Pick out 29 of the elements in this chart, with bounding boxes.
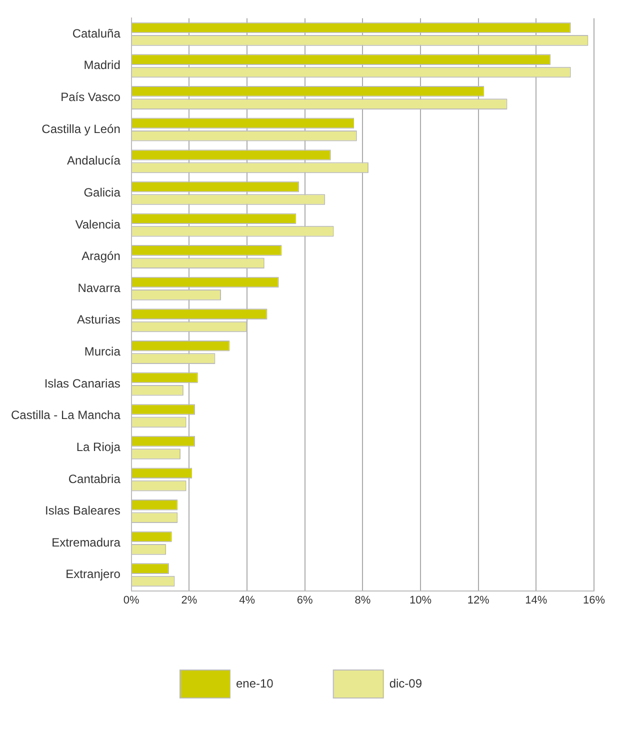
y-tick-label: Extranjero bbox=[66, 567, 121, 582]
y-tick-label: Valencia bbox=[75, 217, 121, 232]
y-tick-label: Asturias bbox=[77, 312, 120, 327]
x-tick-label: 8% bbox=[354, 594, 371, 606]
y-tick-label: Castilla y León bbox=[42, 122, 120, 136]
y-tick-label: Extremadura bbox=[52, 535, 121, 550]
x-tick-label: 14% bbox=[525, 594, 548, 606]
y-tick-label: Galicia bbox=[84, 185, 121, 200]
y-tick-label: Cantabria bbox=[68, 472, 121, 486]
y-tick-label: Cataluña bbox=[72, 26, 121, 40]
x-tick-label: 0% bbox=[123, 594, 140, 606]
x-tick-label: 4% bbox=[239, 594, 256, 606]
y-tick-label: Aragón bbox=[82, 249, 120, 264]
x-tick-label: 12% bbox=[467, 594, 490, 606]
y-tick-label: Navarra bbox=[78, 280, 121, 295]
x-tick-label: 16% bbox=[582, 594, 606, 606]
y-tick-label: Islas Baleares bbox=[45, 504, 120, 518]
y-tick-label: Castilla - La Mancha bbox=[10, 408, 121, 422]
x-tick-label: 10% bbox=[410, 594, 432, 606]
legend-label: ene-10 bbox=[236, 676, 274, 690]
x-tick-label: 6% bbox=[296, 594, 314, 606]
y-tick-label: Islas Canarias bbox=[44, 376, 120, 390]
y-tick-label: La Rioja bbox=[76, 440, 121, 454]
y-tick-label: Andalucía bbox=[67, 154, 121, 168]
y-tick-label: País Vasco bbox=[60, 90, 121, 104]
legend-label: dic-09 bbox=[389, 676, 422, 690]
y-tick-label: Murcia bbox=[84, 344, 121, 359]
x-tick-label: 2% bbox=[181, 594, 198, 606]
y-tick-label: Madrid bbox=[84, 58, 120, 72]
